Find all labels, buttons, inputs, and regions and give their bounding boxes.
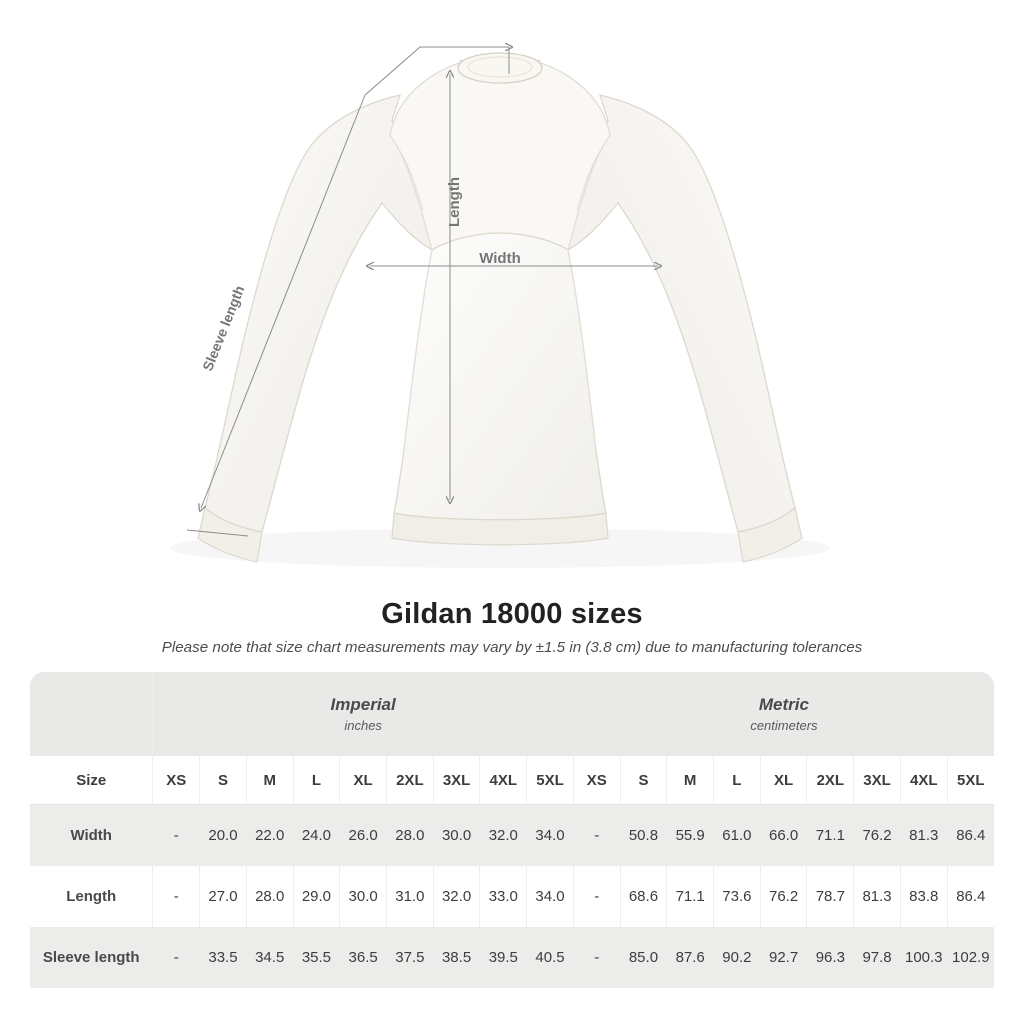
svg-text:Length: Length	[446, 177, 463, 227]
svg-text:Width: Width	[479, 250, 521, 267]
